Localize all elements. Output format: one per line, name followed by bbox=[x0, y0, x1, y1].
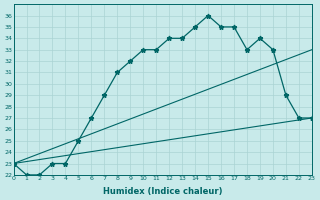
X-axis label: Humidex (Indice chaleur): Humidex (Indice chaleur) bbox=[103, 187, 222, 196]
